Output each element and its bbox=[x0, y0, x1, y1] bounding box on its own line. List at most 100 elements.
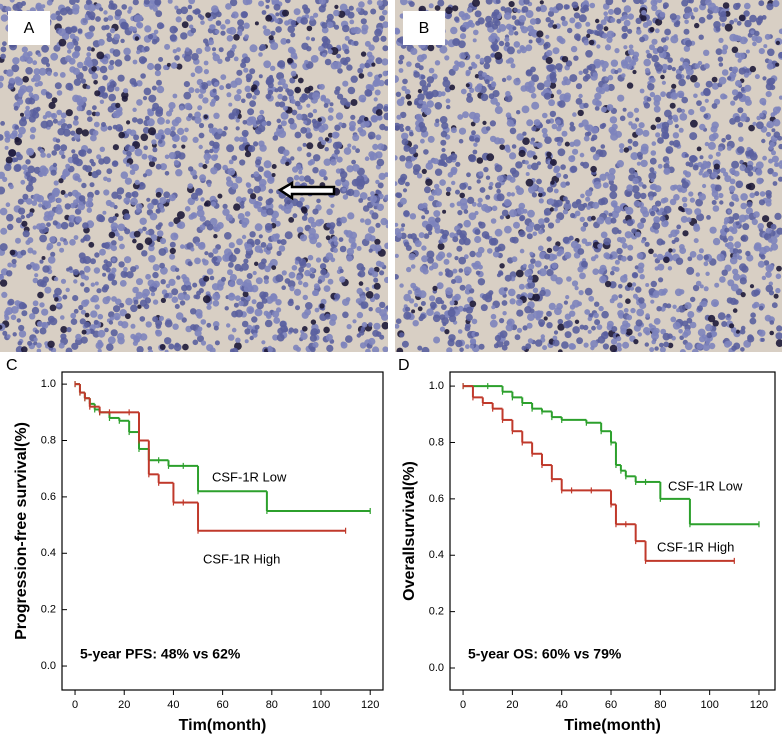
cell bbox=[672, 139, 681, 148]
cell bbox=[91, 66, 97, 72]
cell bbox=[720, 167, 726, 174]
cell bbox=[555, 218, 561, 224]
cell bbox=[315, 219, 323, 227]
cell bbox=[768, 59, 773, 64]
cell bbox=[739, 263, 747, 272]
cell bbox=[509, 271, 517, 279]
cell bbox=[379, 334, 385, 340]
cell bbox=[73, 235, 79, 240]
cell bbox=[133, 134, 140, 141]
cell bbox=[117, 235, 124, 242]
cell bbox=[495, 0, 501, 4]
cell bbox=[439, 116, 448, 124]
cell bbox=[604, 171, 610, 177]
cell bbox=[25, 159, 31, 165]
cell bbox=[375, 307, 382, 314]
cell bbox=[115, 232, 120, 237]
cell bbox=[169, 108, 174, 113]
cell bbox=[147, 202, 154, 210]
cell bbox=[467, 196, 475, 204]
cell bbox=[623, 45, 628, 50]
cell bbox=[413, 71, 420, 78]
cell bbox=[416, 173, 423, 179]
cell bbox=[340, 216, 347, 224]
cell bbox=[134, 148, 143, 157]
cell bbox=[627, 138, 633, 144]
cell bbox=[508, 288, 516, 297]
cell bbox=[152, 271, 159, 279]
cell bbox=[590, 165, 597, 173]
cell bbox=[10, 314, 17, 321]
cell bbox=[758, 305, 764, 311]
cell bbox=[472, 0, 480, 7]
cell bbox=[253, 171, 260, 178]
cell bbox=[636, 161, 642, 166]
cell bbox=[254, 127, 263, 135]
cell bbox=[51, 97, 58, 104]
cell bbox=[193, 294, 198, 299]
cell bbox=[39, 222, 46, 230]
cell bbox=[603, 252, 610, 259]
cell bbox=[538, 192, 543, 198]
cell bbox=[247, 108, 255, 116]
cell bbox=[711, 331, 718, 337]
cell bbox=[332, 141, 341, 150]
cell bbox=[658, 277, 664, 283]
cell bbox=[653, 318, 661, 325]
cell bbox=[596, 23, 604, 31]
cell bbox=[424, 186, 431, 194]
cell bbox=[242, 138, 248, 144]
cell bbox=[120, 38, 125, 44]
cell bbox=[343, 147, 352, 155]
cell bbox=[382, 9, 388, 16]
cell bbox=[113, 33, 121, 41]
cell bbox=[778, 95, 782, 100]
cell bbox=[462, 307, 467, 312]
cell bbox=[371, 62, 376, 67]
cell bbox=[46, 222, 51, 228]
cell bbox=[197, 13, 202, 18]
cell bbox=[531, 162, 539, 171]
cell bbox=[132, 107, 137, 113]
cell bbox=[525, 44, 533, 52]
cell bbox=[749, 65, 756, 73]
cell bbox=[631, 272, 639, 279]
cell bbox=[211, 98, 217, 104]
cell bbox=[776, 227, 782, 235]
cell bbox=[489, 120, 496, 127]
cell bbox=[312, 167, 319, 174]
arrow bbox=[277, 180, 336, 201]
cell bbox=[627, 282, 633, 288]
cell bbox=[200, 197, 205, 202]
cell bbox=[510, 192, 515, 197]
cell bbox=[39, 327, 47, 335]
cell bbox=[600, 19, 607, 26]
cell bbox=[310, 328, 319, 336]
cell bbox=[637, 222, 645, 230]
cell bbox=[7, 298, 15, 306]
cell bbox=[693, 238, 699, 244]
cell bbox=[474, 10, 482, 18]
cell bbox=[148, 254, 156, 263]
cell bbox=[647, 191, 655, 199]
cell bbox=[474, 235, 482, 244]
cell bbox=[258, 261, 266, 270]
cell bbox=[290, 70, 297, 77]
cell bbox=[140, 133, 149, 142]
cell bbox=[400, 0, 408, 6]
cell bbox=[632, 69, 637, 75]
cell bbox=[299, 234, 308, 242]
cell bbox=[754, 74, 760, 80]
cell bbox=[712, 237, 721, 246]
cell bbox=[395, 274, 399, 280]
cell bbox=[594, 30, 600, 36]
cell bbox=[277, 93, 284, 100]
cell bbox=[107, 125, 113, 131]
cell bbox=[192, 282, 198, 288]
cell bbox=[526, 69, 532, 76]
cell bbox=[280, 239, 287, 246]
cell bbox=[281, 95, 288, 102]
x-tick-label: 20 bbox=[506, 699, 518, 711]
cell bbox=[117, 320, 124, 326]
cell bbox=[61, 154, 66, 159]
